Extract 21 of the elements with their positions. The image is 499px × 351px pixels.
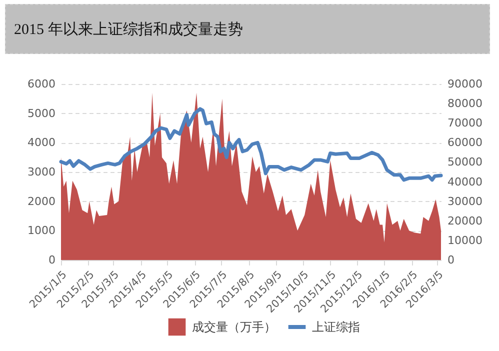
y-tick-label: 2000 [28, 194, 56, 208]
y-tick-label: 4000 [28, 136, 56, 150]
y2-tick-label: 10000 [448, 234, 482, 247]
y2-tick-label: 50000 [448, 156, 482, 169]
legend-label: 成交量（万手） [192, 320, 276, 334]
y2-tick-label: 90000 [448, 78, 482, 90]
y-tick-label: 5000 [28, 106, 56, 120]
y-tick-label: 1000 [28, 224, 56, 238]
y2-tick-label: 30000 [448, 194, 482, 208]
y-tick-label: 6000 [28, 78, 56, 90]
y-tick-label: 0 [48, 254, 56, 266]
y2-tick-label: 0 [448, 254, 454, 266]
chart-title: 2015 年以来上证综指和成交量走势 [5, 4, 490, 54]
line-series [59, 107, 443, 182]
y-tick-label: 3000 [28, 166, 56, 178]
y2-tick-label: 40000 [448, 175, 482, 188]
y2-tick-label: 60000 [448, 136, 482, 150]
y2-tick-label: 80000 [448, 97, 482, 110]
y2-tick-label: 20000 [448, 214, 482, 228]
legend-label: 上证综指 [312, 320, 360, 334]
y2-tick-label: 70000 [448, 116, 482, 130]
